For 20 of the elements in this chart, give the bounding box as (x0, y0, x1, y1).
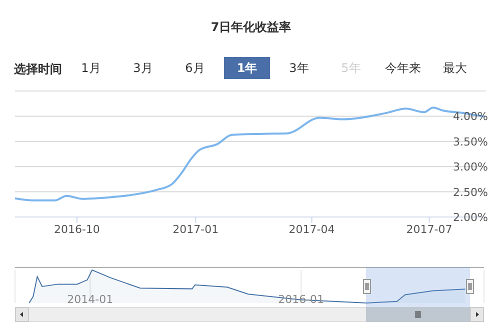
y-tick-label: 3.00% (453, 160, 488, 174)
x-tick-label: 2017-01 (172, 222, 219, 236)
y-tick-label: 3.50% (453, 135, 488, 148)
text: 今年来 (384, 60, 422, 77)
x-tick-label: 2017-07 (406, 222, 452, 236)
x-tick-label: 2017-04 (288, 222, 335, 236)
line-series (15, 106, 486, 202)
x-tick-label: 2014-01 (67, 293, 114, 306)
text: 选择时间 (14, 61, 62, 78)
text: 1年 (224, 57, 270, 79)
text: 最大 (442, 60, 468, 77)
text: 3月 (132, 60, 154, 77)
y-tick-label: 2.50% (453, 186, 488, 199)
text: 3年 (288, 60, 310, 77)
chart-title: 7日年化收益率 (210, 19, 292, 36)
text: 6月 (184, 60, 206, 77)
y-tick-label: 4.00% (453, 110, 488, 124)
text: 1月 (80, 60, 102, 77)
y-tick-label: 2.00% (453, 211, 488, 224)
x-tick-label: 2016-10 (54, 222, 100, 236)
